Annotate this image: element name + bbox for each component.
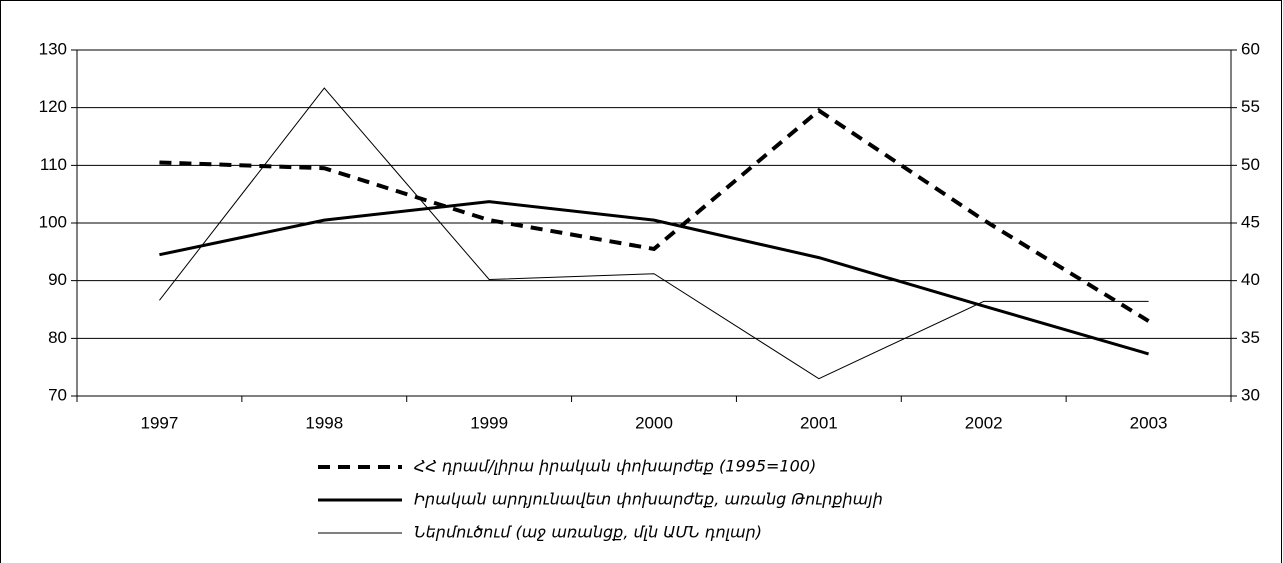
y2-tick-label: 45 <box>1241 212 1260 231</box>
legend-label: Ներմուծում (աջ առանցք, մլն ԱՄՆ դոլար) <box>414 523 762 542</box>
y-tick-label: 80 <box>48 328 67 347</box>
x-tick-label: 2000 <box>635 413 673 432</box>
legend-label: ՀՀ դրամ/լիրա իրական փոխարժեք (1995=100) <box>414 457 816 476</box>
x-tick-label: 1999 <box>470 413 508 432</box>
y-tick-label: 90 <box>48 270 67 289</box>
x-tick-label: 1997 <box>141 413 179 432</box>
x-tick-label: 2003 <box>1130 413 1168 432</box>
y2-tick-label: 30 <box>1241 385 1260 404</box>
y-tick-label: 100 <box>39 212 67 231</box>
series-line <box>159 87 1149 380</box>
y-tick-label: 110 <box>40 155 67 174</box>
y-tick-label: 120 <box>39 97 67 116</box>
y2-tick-label: 35 <box>1241 328 1260 347</box>
y2-tick-label: 40 <box>1241 270 1260 289</box>
legend-label: Իրական արդյունավետ փոխարժեք, առանց Թուրք… <box>414 490 883 509</box>
x-tick-label: 2001 <box>800 413 838 432</box>
y2-tick-label: 50 <box>1241 155 1260 174</box>
y-tick-label: 70 <box>48 385 67 404</box>
series-line <box>159 108 1150 323</box>
y-tick-label: 130 <box>39 39 67 58</box>
series-line <box>159 200 1149 356</box>
x-tick-label: 1998 <box>305 413 343 432</box>
y2-tick-label: 60 <box>1241 39 1260 58</box>
y2-tick-label: 55 <box>1241 97 1260 116</box>
x-tick-label: 2002 <box>965 413 1003 432</box>
